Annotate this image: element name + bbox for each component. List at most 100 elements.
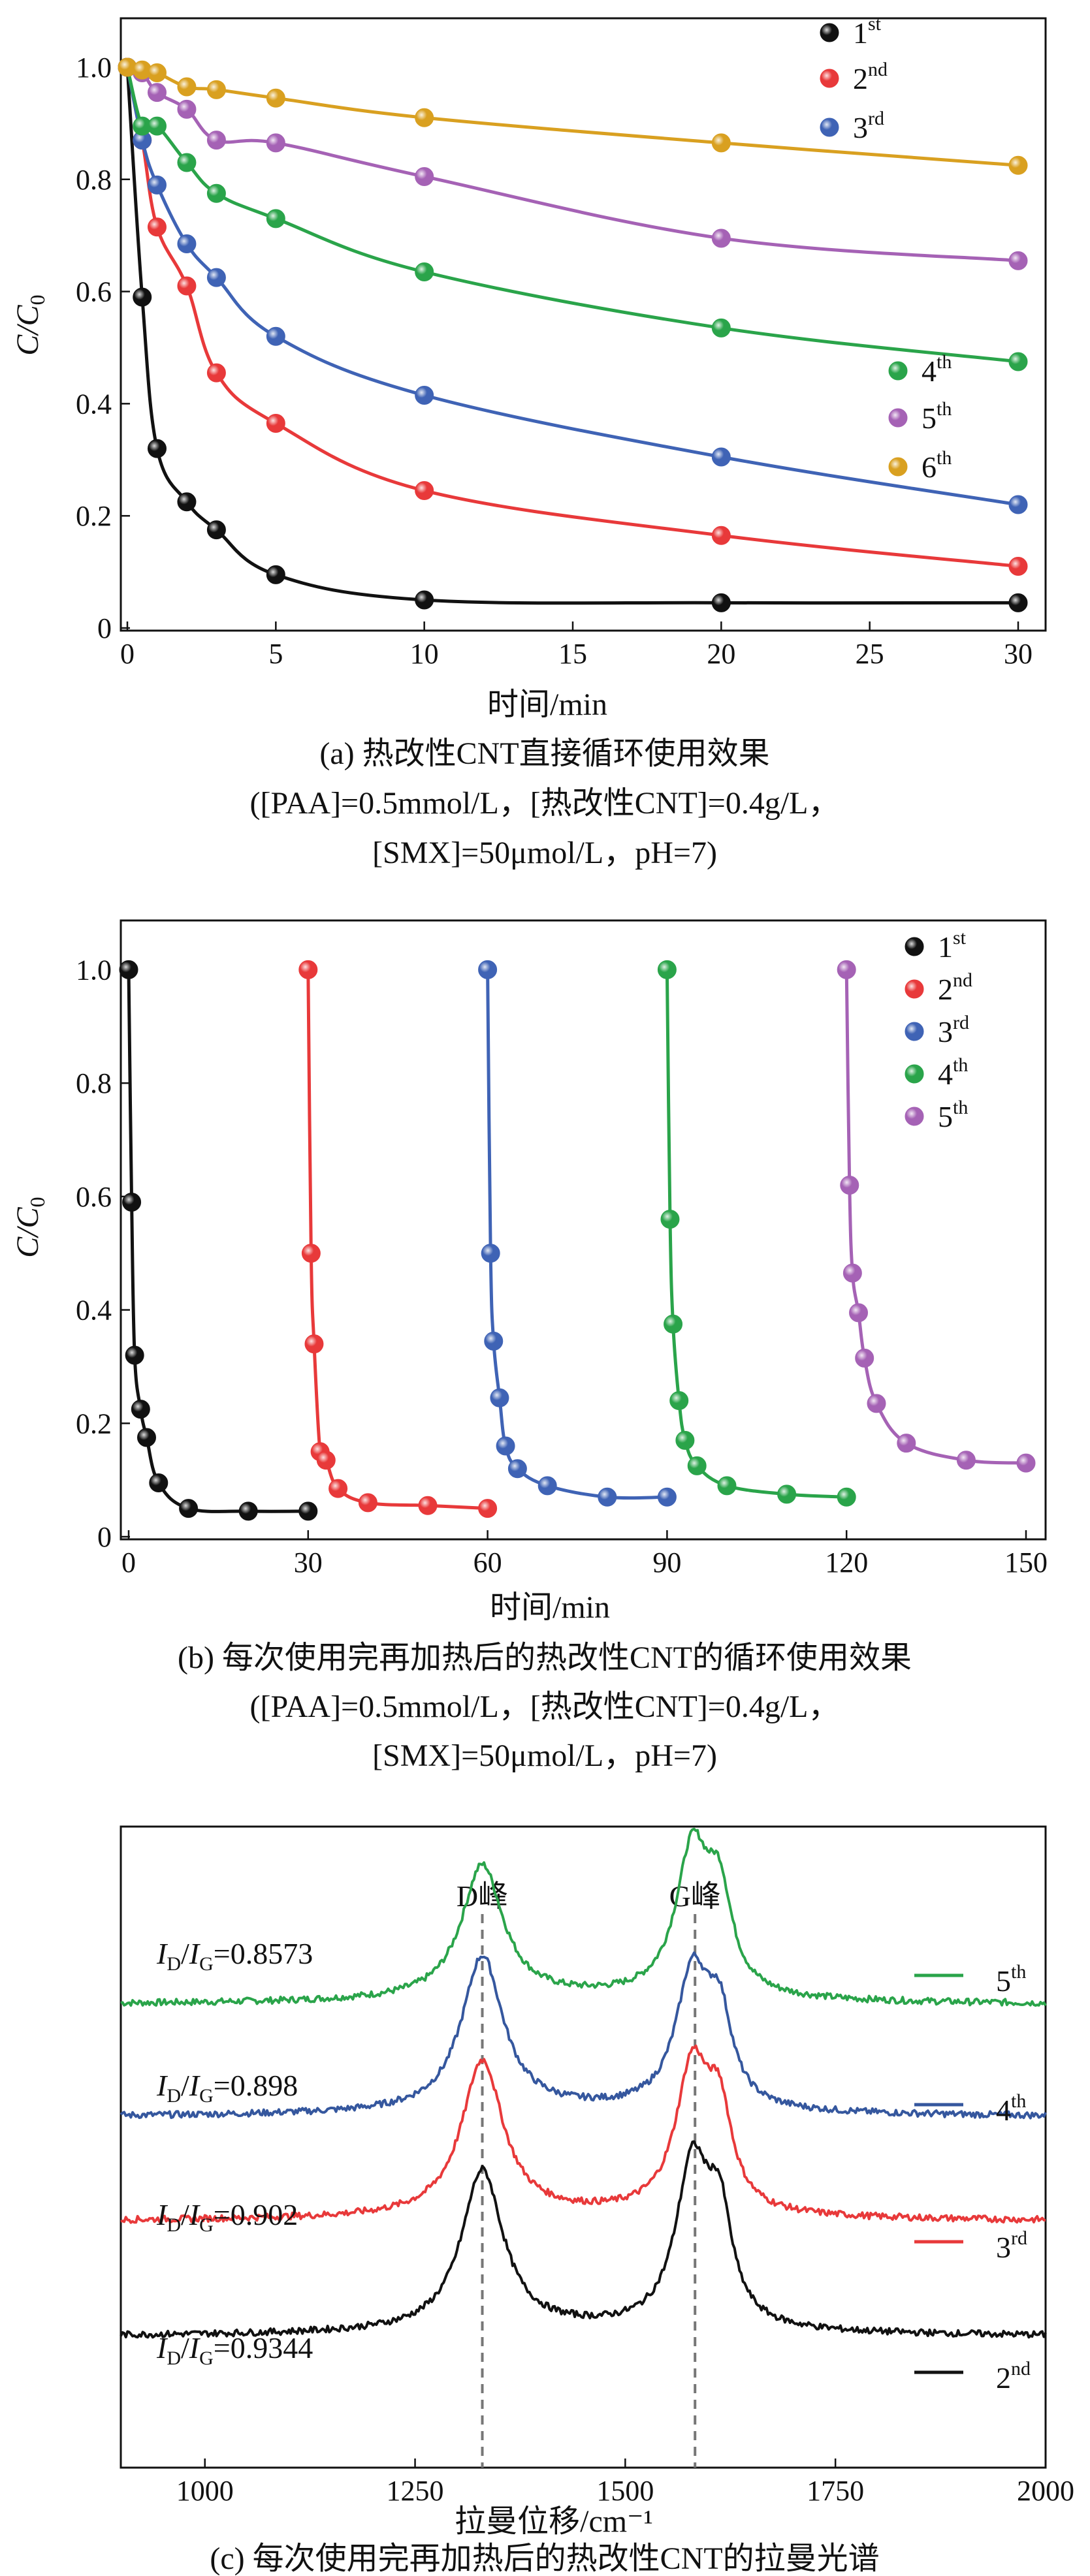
data-point-1st <box>131 1400 150 1419</box>
ratio-sub-G: G <box>199 1953 214 1975</box>
y-tick-label: 0 <box>97 1521 112 1553</box>
legend-label-2nd: 2nd <box>938 969 972 1006</box>
legend-label-5th: 5th <box>922 398 952 435</box>
ratio-slash: / <box>181 2331 189 2364</box>
ratio-I: I <box>156 1937 168 1970</box>
panel-a-xlabel: 时间/min <box>487 687 607 722</box>
panel-a-subtitle-2: [SMX]=50μmol/L，pH=7) <box>372 836 717 870</box>
data-point-4th <box>657 960 677 979</box>
legend-marker-5th <box>888 408 908 428</box>
x-tick-label: 0 <box>121 1547 136 1579</box>
legend-number: 3 <box>996 2231 1011 2264</box>
legend-label-1st: 1st <box>853 13 882 50</box>
svg-text:C/C0: C/C0 <box>10 1197 49 1257</box>
data-point-6th <box>177 77 197 97</box>
data-point-5th <box>840 1175 859 1195</box>
y-tick-label: 0 <box>97 612 112 644</box>
legend-superscript: th <box>937 447 952 469</box>
data-point-4th <box>711 318 731 338</box>
legend-number: 6 <box>922 450 937 484</box>
y-tick-label: 0.2 <box>76 1407 112 1439</box>
ratio-sub-G: G <box>199 2214 214 2236</box>
data-point-3rd <box>266 326 285 346</box>
data-point-5th <box>147 83 167 102</box>
legend-superscript: st <box>953 927 967 949</box>
y-tick-label: 0.8 <box>76 164 112 196</box>
data-point-4th <box>717 1476 737 1496</box>
legend-number: 2 <box>938 973 953 1006</box>
data-point-1st <box>147 439 167 458</box>
y-tick-label: 0.2 <box>76 500 112 532</box>
ratio-sub-D: D <box>167 1953 181 1975</box>
data-point-3rd <box>415 385 434 405</box>
x-tick-label: 60 <box>473 1547 502 1579</box>
panel-c-xlabel: 拉曼位移/cm⁻¹ <box>455 2504 653 2539</box>
data-point-3rd <box>537 1476 557 1496</box>
ratio-sub-D: D <box>167 2348 181 2369</box>
legend-label-6th: 6th <box>922 447 952 484</box>
data-point-3rd <box>711 447 731 467</box>
data-point-3rd <box>206 268 226 287</box>
x-tick-label: 1500 <box>596 2475 654 2507</box>
panel-b-frame <box>120 919 1047 1541</box>
data-point-1st <box>711 593 731 612</box>
data-point-3rd <box>481 1244 500 1263</box>
panel-c-title: (c) 每次使用完再加热后的热改性CNT的拉曼光谱 <box>210 2541 879 2576</box>
legend-label-2nd: 2nd <box>996 2358 1031 2395</box>
x-tick-label: 15 <box>558 638 587 670</box>
legend-superscript: th <box>1011 1961 1026 1983</box>
x-tick-label: 20 <box>707 638 735 670</box>
legend-number: 1 <box>938 930 953 964</box>
data-point-1st <box>206 520 226 540</box>
data-point-3rd <box>496 1436 515 1456</box>
data-point-6th <box>147 63 167 83</box>
data-point-5th <box>855 1348 874 1368</box>
y-tick-label: 1.0 <box>76 954 112 986</box>
panel-c-peak-lines: D峰 G峰 <box>457 1879 721 2468</box>
y-tick-label: 0.6 <box>76 276 112 308</box>
panel-b-ylabel-sub: 0 <box>25 1197 49 1207</box>
x-tick-label: 30 <box>1004 638 1033 670</box>
series-line-4th <box>125 67 1019 364</box>
panel-a-ylabel-sub: 0 <box>25 294 49 305</box>
panel-a-ylabel-main: C/C <box>10 304 45 355</box>
legend-superscript: st <box>868 13 882 35</box>
legend-number: 3 <box>938 1015 953 1048</box>
legend-superscript: th <box>953 1054 968 1076</box>
ratio-I: I <box>156 2198 168 2231</box>
ratio-value: =0.9344 <box>214 2331 313 2364</box>
panel-c-series <box>120 1827 1047 2339</box>
data-point-4th <box>669 1391 689 1411</box>
data-point-1st <box>179 1499 199 1518</box>
data-point-4th <box>206 183 226 203</box>
x-tick-label: 5 <box>268 638 283 670</box>
y-tick-label: 0.4 <box>76 388 112 420</box>
series-line-2nd <box>306 969 488 1511</box>
legend-number: 1 <box>853 16 868 50</box>
legend-superscript: th <box>1011 2090 1026 2112</box>
ratio-label-5th: ID/IG=0.8573 <box>156 1937 313 1975</box>
x-tick-label: 1250 <box>387 2475 444 2507</box>
ratio-I: I <box>189 2198 201 2231</box>
series-line-5th <box>844 969 1027 1465</box>
legend-number: 2 <box>853 62 868 95</box>
data-point-5th <box>1008 251 1028 270</box>
panel-c-frame <box>120 1825 1047 2469</box>
data-point-5th <box>897 1434 916 1453</box>
legend-marker-4th <box>905 1064 924 1084</box>
data-point-1st <box>266 565 285 584</box>
ratio-I: I <box>189 2331 201 2364</box>
ratio-value: =0.8573 <box>214 1937 313 1970</box>
data-point-2nd <box>415 481 434 501</box>
data-point-3rd <box>1008 495 1028 514</box>
series-line-3rd <box>125 67 1019 507</box>
data-point-4th <box>675 1430 695 1450</box>
panel-a-title: (a) 热改性CNT直接循环使用效果 <box>319 736 769 771</box>
legend-label-5th: 5th <box>996 1961 1026 1998</box>
x-tick-label: 25 <box>856 638 884 670</box>
data-point-5th <box>837 960 856 979</box>
panel-c-ratio-labels: ID/IG=0.8573ID/IG=0.898ID/IG=0.902ID/IG=… <box>156 1937 313 2369</box>
